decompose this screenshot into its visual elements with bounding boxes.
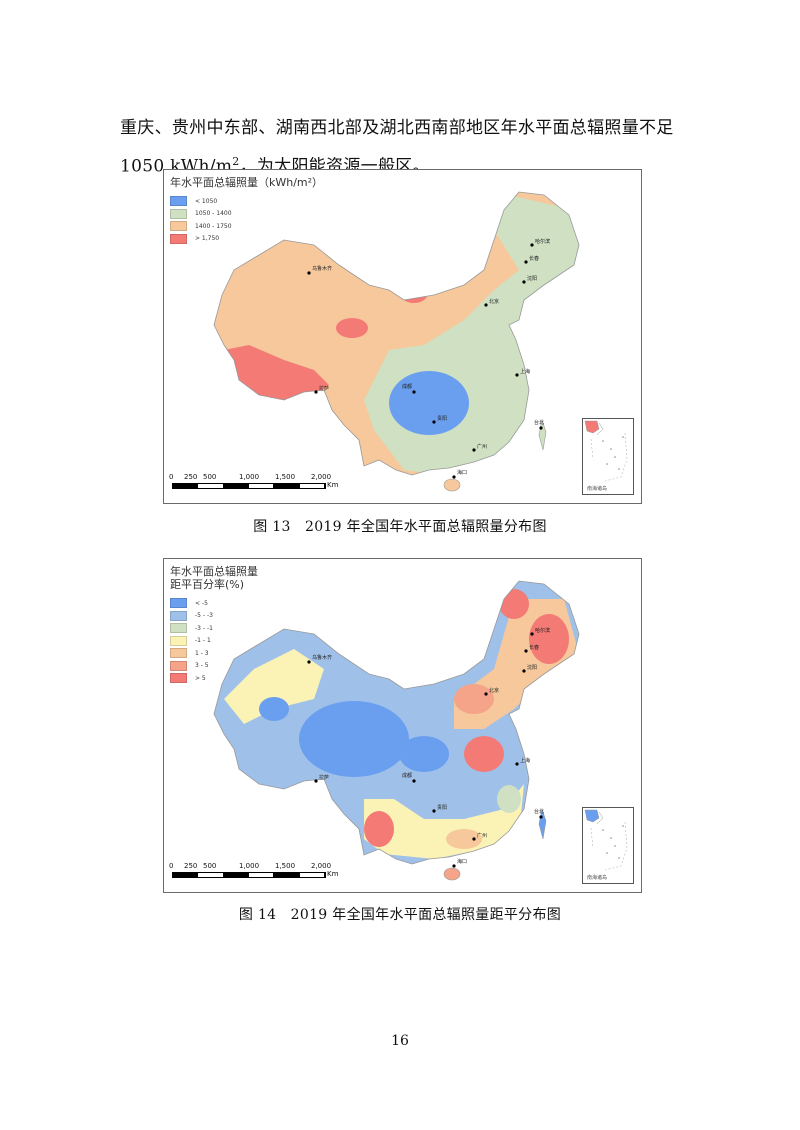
city-label: 长春 <box>529 255 539 262</box>
south-china-sea-inset: 南海诸岛 <box>582 418 634 495</box>
city-label: 广州 <box>477 443 487 450</box>
scale-tick: 250 <box>184 862 198 870</box>
legend-label: 1 - 3 <box>195 649 209 657</box>
legend-label: < 1050 <box>195 197 218 205</box>
scale-tick: 2,000 <box>311 473 332 481</box>
scale-unit: Km <box>327 870 339 878</box>
scale-unit: Km <box>327 481 339 489</box>
legend-label: < -5 <box>195 599 208 607</box>
figure-14-caption: 图 14 2019 年全国年水平面总辐照量距平分布图 <box>238 907 562 923</box>
legend-label: 3 - 5 <box>195 662 209 670</box>
legend-item: -1 - 1 <box>170 635 258 648</box>
map-legend: 年水平面总辐照量 距平百分率(%) < -5 -5 - -3 -3 - -1 -… <box>170 565 258 685</box>
page-number: 16 <box>391 1033 409 1049</box>
city-label: 乌鲁木齐 <box>312 265 332 272</box>
south-china-sea-inset: 南海诸岛 <box>582 807 634 884</box>
city-label: 哈尔滨 <box>535 238 550 245</box>
scale-tick: 1,500 <box>275 473 296 481</box>
legend-label: 1050 - 1400 <box>195 210 232 218</box>
legend-item: 1050 - 1400 <box>170 208 323 221</box>
city-label: 海口 <box>457 469 467 476</box>
inset-label: 南海诸岛 <box>587 875 608 881</box>
legend-item: 1 - 3 <box>170 647 258 660</box>
city-label: 广州 <box>477 832 487 839</box>
inset-label: 南海诸岛 <box>587 486 608 492</box>
scale-tick: 500 <box>203 862 217 870</box>
scale-bar: 0 250 500 1,000 1,500 2,000 Km <box>169 862 344 886</box>
legend-label: -5 - -3 <box>195 612 213 620</box>
scale-tick: 1,000 <box>239 862 260 870</box>
city-label: 拉萨 <box>319 385 329 392</box>
scale-bar: 0 250 500 1,000 1,500 2,000 Km <box>169 473 344 497</box>
figure-14-map: 乌鲁木齐 拉萨 成都 贵阳 海口 哈尔滨 长春 沈阳 北京 上海 广州 台北 年… <box>163 558 642 893</box>
city-label: 上海 <box>520 757 530 764</box>
legend-item: < -5 <box>170 597 258 610</box>
legend-label: > 5 <box>195 674 206 682</box>
legend-label: 1400 - 1750 <box>195 222 232 230</box>
legend-label: -3 - -1 <box>195 624 213 632</box>
china-map-fig13: 乌鲁木齐 拉萨 成都 贵阳 海口 哈尔滨 长春 沈阳 北京 上海 广州 台北 <box>213 191 580 492</box>
legend-item: 3 - 5 <box>170 660 258 673</box>
map-legend: 年水平面总辐照量（kWh/m²） < 1050 1050 - 1400 1400… <box>170 176 323 245</box>
figure-13-caption: 图 13 2019 年全国年水平面总辐照量分布图 <box>253 519 547 535</box>
city-label: 贵阳 <box>437 415 447 422</box>
legend-item: > 5 <box>170 672 258 685</box>
city-markers: 乌鲁木齐 拉萨 成都 贵阳 海口 哈尔滨 长春 沈阳 北京 上海 广州 台北 <box>307 627 550 868</box>
legend-item: -3 - -1 <box>170 622 258 635</box>
city-markers: 乌鲁木齐 拉萨 成都 贵阳 海口 哈尔滨 长春 沈阳 北京 上海 广州 台北 <box>307 238 550 479</box>
legend-item: 1400 - 1750 <box>170 220 323 233</box>
scale-tick: 1,500 <box>275 862 296 870</box>
scale-tick: 1,000 <box>239 473 260 481</box>
city-label: 上海 <box>520 368 530 375</box>
city-label: 成都 <box>402 383 412 390</box>
china-map-fig14: 乌鲁木齐 拉萨 成都 贵阳 海口 哈尔滨 长春 沈阳 北京 上海 广州 台北 <box>213 580 580 881</box>
city-label: 北京 <box>489 687 499 694</box>
scale-tick: 2,000 <box>311 862 332 870</box>
scale-tick: 0 <box>169 473 174 481</box>
scale-tick: 250 <box>184 473 198 481</box>
paragraph-superscript: 2 <box>232 155 240 168</box>
legend-label: > 1,750 <box>195 235 220 243</box>
legend-item: -5 - -3 <box>170 610 258 623</box>
legend-title: 年水平面总辐照量（kWh/m²） <box>170 176 324 189</box>
city-label: 北京 <box>489 298 499 305</box>
city-label: 哈尔滨 <box>535 627 550 634</box>
city-label: 台北 <box>534 419 544 426</box>
city-label: 海口 <box>457 858 467 865</box>
scale-tick: 500 <box>203 473 217 481</box>
legend-item: > 1,750 <box>170 233 323 246</box>
legend-label: -1 - 1 <box>195 637 211 645</box>
city-label: 成都 <box>402 772 412 779</box>
city-label: 沈阳 <box>527 275 537 282</box>
legend-title: 年水平面总辐照量 距平百分率(%) <box>170 565 258 591</box>
city-label: 贵阳 <box>437 804 447 811</box>
city-label: 乌鲁木齐 <box>312 654 332 661</box>
city-label: 沈阳 <box>527 664 537 671</box>
legend-item: < 1050 <box>170 195 323 208</box>
scale-tick: 0 <box>169 862 174 870</box>
city-label: 拉萨 <box>319 774 329 781</box>
city-label: 台北 <box>534 808 544 815</box>
city-label: 长春 <box>529 644 539 651</box>
figure-13-map: 乌鲁木齐 拉萨 成都 贵阳 海口 哈尔滨 长春 沈阳 北京 上海 广州 台北 年… <box>163 169 642 504</box>
